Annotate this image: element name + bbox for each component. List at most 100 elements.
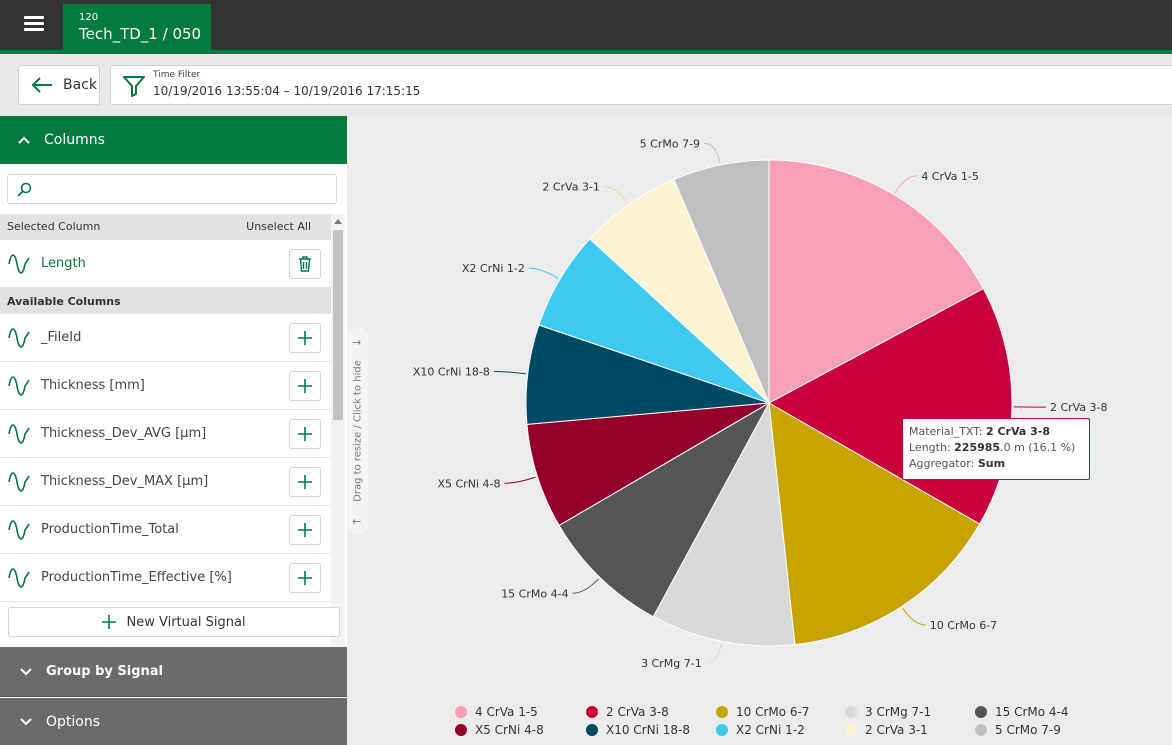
legend-color-dot [716, 705, 728, 718]
pie-slice[interactable] [673, 159, 770, 404]
scroll-thumb[interactable] [333, 230, 343, 420]
drag-hint: Drag to resize / Click to hide [352, 360, 364, 502]
group-by-signal-header[interactable]: Group by Signal [0, 647, 347, 697]
new-virtual-signal-button[interactable]: New Virtual Signal [8, 607, 340, 637]
legend-color-dot [716, 723, 728, 736]
legend-item[interactable]: X2 CrNi 1-2 [716, 721, 805, 738]
legend-label: 2 CrVa 3-8 [606, 704, 669, 719]
available-column-row[interactable]: Thickness_Dev_AVG [µm] [0, 410, 331, 458]
tooltip-line-material: Material_TXT: 2 CrVa 3-8 [909, 425, 1050, 438]
pie-slice[interactable] [558, 401, 771, 618]
plus-icon [298, 475, 312, 489]
available-column-label: _FileId [41, 330, 82, 345]
hamburger-menu-icon[interactable] [14, 13, 54, 39]
legend-item[interactable]: 2 CrVa 3-8 [586, 703, 669, 720]
new-virtual-signal-label: New Virtual Signal [126, 614, 246, 630]
column-list-scrollbar[interactable] [331, 214, 345, 712]
slice-label: 10 CrMo 6-7 [930, 619, 997, 632]
scroll-up-icon[interactable] [334, 219, 342, 224]
available-column-row[interactable]: Thickness_Dev_MAX [µm] [0, 458, 331, 506]
add-column-button[interactable] [289, 563, 321, 593]
plus-icon [298, 571, 312, 585]
add-column-button[interactable] [289, 323, 321, 353]
add-column-button[interactable] [289, 371, 321, 401]
legend-item[interactable]: 4 CrVa 1-5 [455, 703, 538, 720]
slice-leader-line [902, 607, 926, 626]
legend-color-dot [586, 723, 598, 736]
legend-item[interactable]: X5 CrNi 4-8 [455, 721, 544, 738]
slice-label: 3 CrMg 7-1 [641, 657, 702, 670]
toolbar: Back Time Filter 10/19/2016 13:55:04 – 1… [0, 54, 1172, 116]
available-column-row[interactable]: ProductionTime_Total [0, 506, 331, 554]
signal-wave-icon [8, 254, 30, 274]
resize-handle[interactable]: → Drag to resize / Click to hide ← [348, 328, 368, 534]
options-header[interactable]: Options [0, 698, 347, 745]
tab-tech-td[interactable]: 120 Tech_TD_1 / 050 [63, 4, 211, 50]
available-column-row[interactable]: _FileId [0, 314, 331, 362]
legend-label: X5 CrNi 4-8 [475, 722, 544, 737]
slice-leader-line [894, 175, 918, 194]
legend-item[interactable]: 2 CrVa 3-1 [845, 721, 928, 738]
selected-column-row[interactable]: Length [0, 240, 331, 288]
pie-slice[interactable] [768, 159, 985, 404]
available-column-label: ProductionTime_Total [41, 522, 179, 537]
available-columns-header: Available Columns [0, 288, 331, 314]
legend-label: X2 CrNi 1-2 [736, 722, 805, 737]
chevron-down-icon [20, 717, 32, 725]
column-list: Selected Column Unselect All Length Avai… [0, 214, 331, 714]
column-search[interactable] [7, 174, 337, 204]
group-by-signal-title: Group by Signal [46, 664, 164, 679]
selected-column-label: Selected Column [7, 220, 101, 233]
legend-label: 10 CrMo 6-7 [736, 704, 810, 719]
arrow-right-icon: → [352, 336, 362, 349]
legend-item[interactable]: 3 CrMg 7-1 [845, 703, 931, 720]
trash-icon [299, 256, 311, 272]
available-column-row[interactable]: Thickness [mm] [0, 362, 331, 410]
pie-slice[interactable] [768, 402, 981, 646]
add-column-button[interactable] [289, 419, 321, 449]
chevron-up-icon [18, 136, 30, 144]
pie-slice[interactable] [526, 402, 770, 527]
back-label: Back [63, 77, 97, 93]
legend-color-dot [586, 705, 598, 718]
legend-item[interactable]: 10 CrMo 6-7 [716, 703, 810, 720]
legend-item[interactable]: 15 CrMo 4-4 [975, 703, 1069, 720]
unselect-all-link[interactable]: Unselect All [246, 220, 311, 233]
pie-slice[interactable] [652, 401, 796, 647]
arrow-left-icon: ← [352, 515, 362, 528]
signal-wave-icon [8, 424, 30, 444]
add-column-button[interactable] [289, 515, 321, 545]
slice-label: 5 CrMo 7-9 [640, 137, 700, 150]
chevron-down-icon [20, 667, 32, 675]
slice-leader-line [528, 267, 559, 279]
legend-label: 15 CrMo 4-4 [995, 704, 1069, 719]
legend-item[interactable]: X10 CrNi 18-8 [586, 721, 690, 738]
selected-column-label: Length [41, 256, 86, 271]
filter-icon [123, 76, 145, 97]
slice-label: 15 CrMo 4-4 [501, 587, 568, 600]
legend-item[interactable]: 5 CrMo 7-9 [975, 721, 1061, 738]
columns-section-header[interactable]: Columns [0, 116, 347, 164]
plus-icon [298, 523, 312, 537]
tooltip-line-aggregator: Aggregator: Sum [909, 457, 1006, 470]
available-column-row[interactable]: ProductionTime_Effective [%] [0, 554, 331, 602]
signal-wave-icon [8, 472, 30, 492]
legend-label: 5 CrMo 7-9 [995, 722, 1061, 737]
legend-label: 4 CrVa 1-5 [475, 704, 538, 719]
time-filter[interactable]: Time Filter 10/19/2016 13:55:04 – 10/19/… [110, 65, 1172, 105]
plus-icon [298, 331, 312, 345]
signal-wave-icon [8, 376, 30, 396]
search-input[interactable] [38, 179, 328, 199]
add-column-button[interactable] [289, 467, 321, 497]
sidebar: Columns Selected Column Unselect All Len… [0, 116, 347, 745]
options-title: Options [46, 713, 101, 730]
time-filter-label: Time Filter [153, 70, 201, 80]
chart-tooltip: Material_TXT: 2 CrVa 3-8 Length: 225985.… [902, 418, 1090, 480]
delete-button[interactable] [289, 249, 321, 279]
slice-label: X2 CrNi 1-2 [462, 262, 525, 275]
top-bar: 120 Tech_TD_1 / 050 [0, 0, 1172, 50]
back-button[interactable]: Back [18, 65, 100, 105]
slice-label: X10 CrNi 18-8 [413, 365, 490, 378]
tooltip-line-length: Length: 225985.0 m (16.1 %) [909, 441, 1076, 454]
legend-label: 3 CrMg 7-1 [865, 704, 932, 719]
